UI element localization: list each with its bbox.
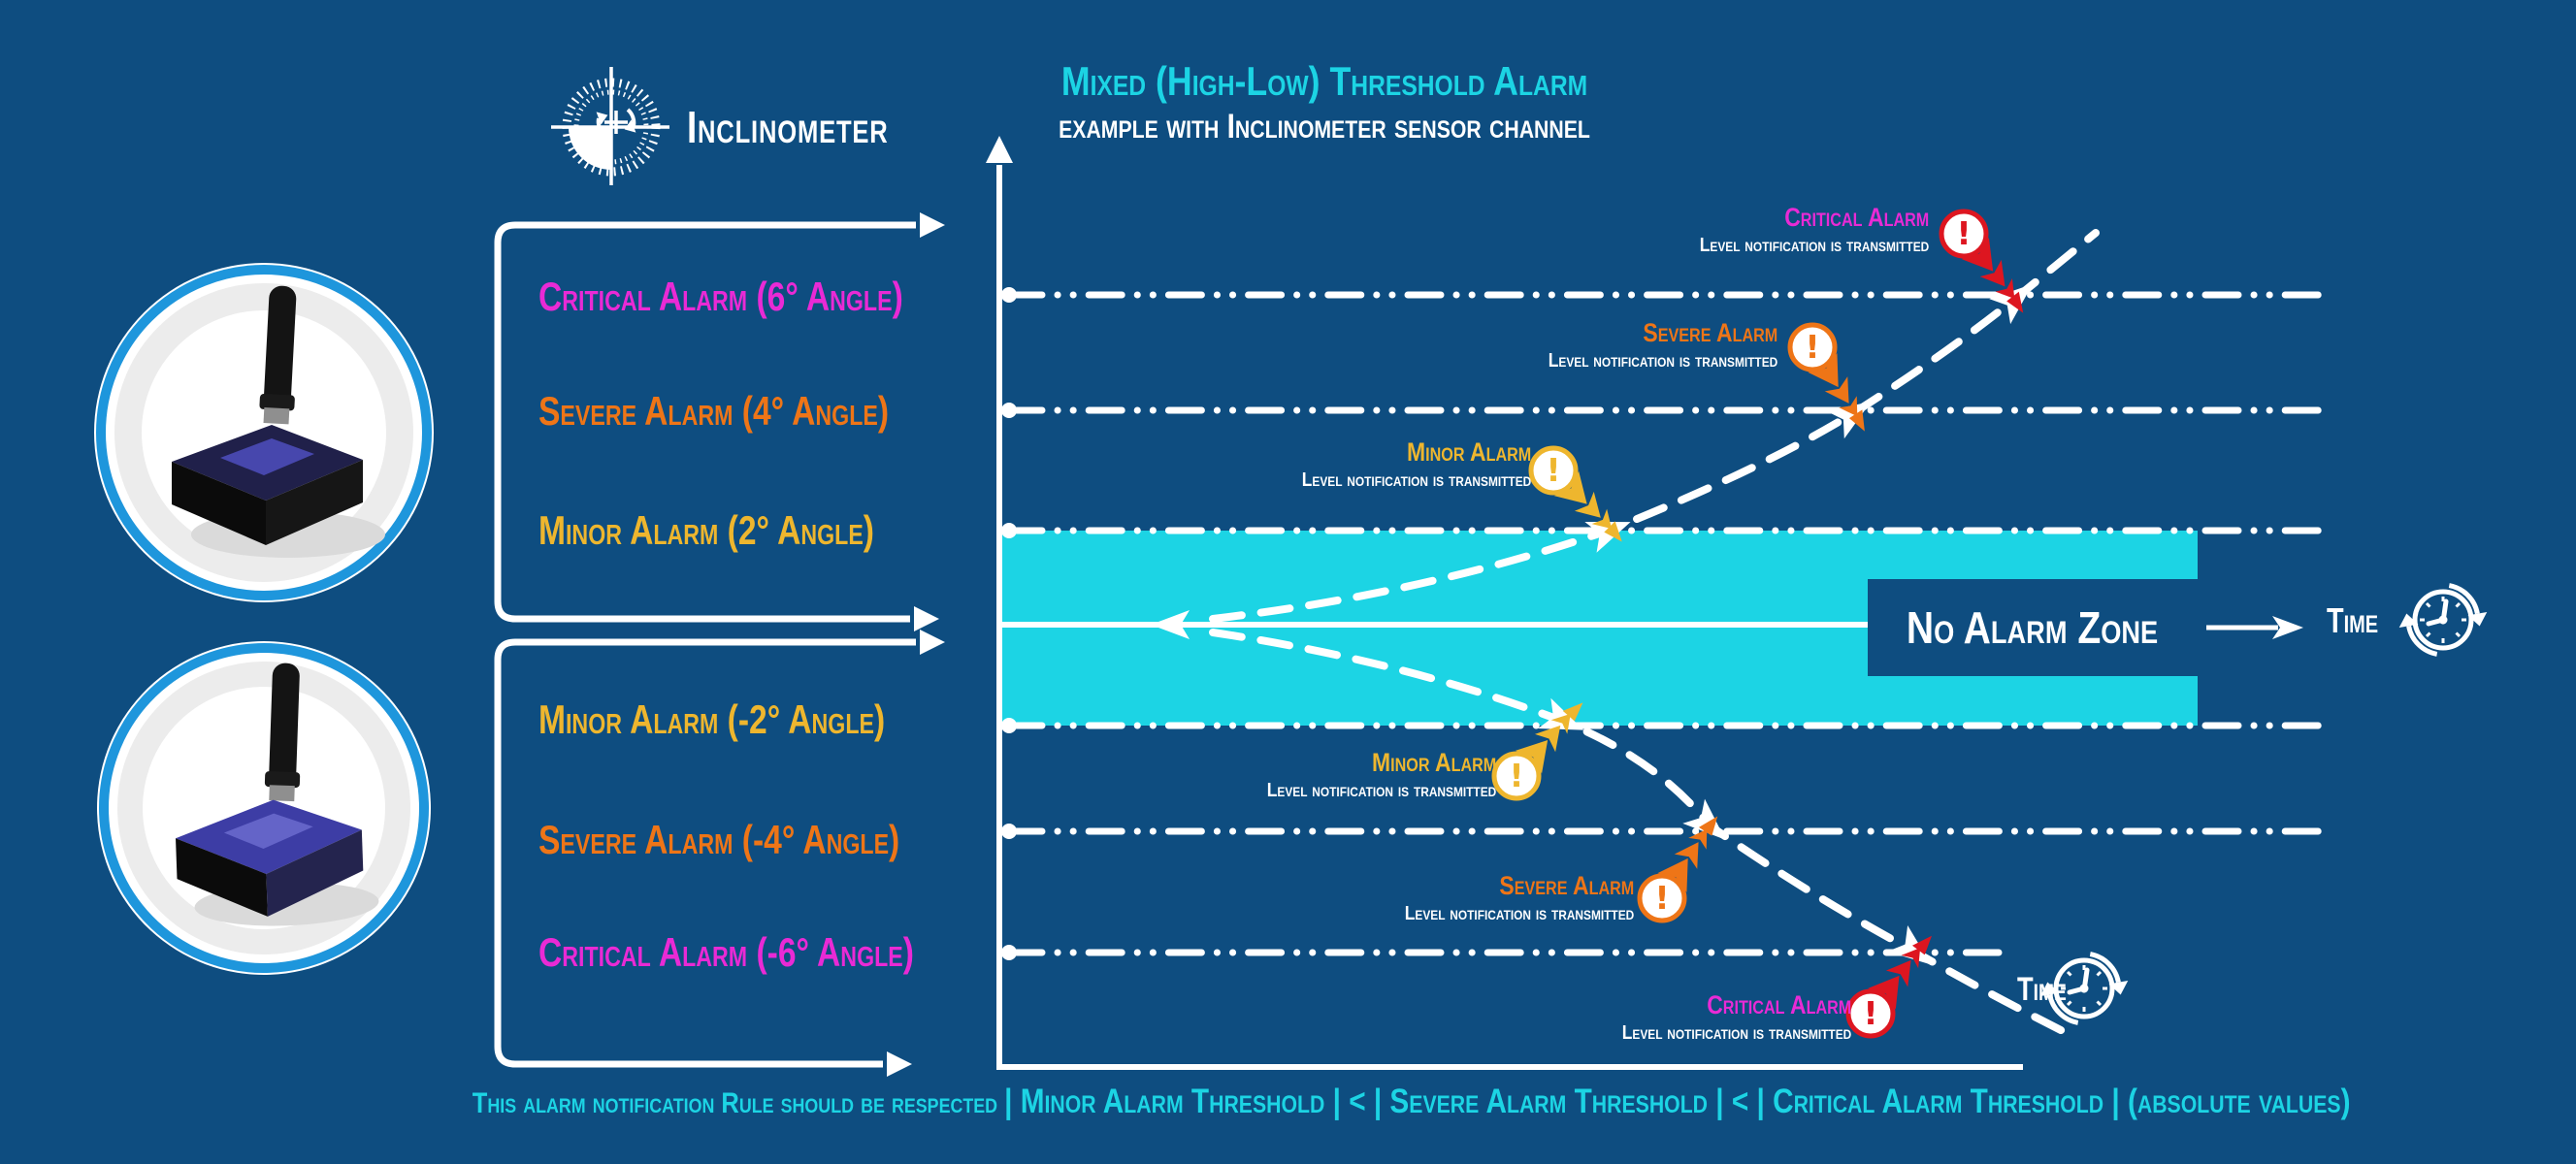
high-thresholds-bracket [494, 212, 945, 631]
notification-name: Severe Alarm [1499, 871, 1634, 900]
inclinometer-logo-icon [551, 67, 669, 185]
notification-critical-high: Critical Alarm Level notification is tra… [1659, 203, 1929, 258]
zone-to-time-arrow [2206, 616, 2303, 639]
notification-detail: Level notification is transmitted [1699, 234, 1929, 256]
low-thresholds-bracket [494, 630, 945, 1077]
diagram-title-line1: Mixed (High-Low) Threshold Alarm [1060, 58, 1588, 104]
no-alarm-zone-box [1868, 579, 2198, 676]
time-axis-label-mid: Time [2327, 600, 2379, 640]
threshold-lines [1005, 291, 2325, 956]
threshold-label-minor-low: Minor Alarm (-2° Angle) [538, 696, 886, 742]
alarm-rule-note: This alarm notification Rule should be r… [247, 1083, 2576, 1121]
threshold-label-severe-high: Severe Alarm (4° Angle) [538, 388, 890, 434]
notification-detail: Level notification is transmitted [1621, 1021, 1851, 1044]
notification-name: Critical Alarm [1783, 203, 1929, 232]
brand-title: Inclinometer [687, 102, 889, 152]
falling-signal-curve [1209, 629, 2067, 1035]
no-alarm-zone-label: No Alarm Zone [1868, 579, 2198, 676]
alert-exclamation-icon: ! [1863, 994, 1878, 1032]
alert-exclamation-icon: ! [1956, 214, 1972, 252]
notification-name: Minor Alarm [1371, 748, 1496, 777]
time-clock-icon-mid [2397, 586, 2489, 655]
notification-detail: Level notification is transmitted [1404, 902, 1634, 924]
threshold-label-severe-low: Severe Alarm (-4° Angle) [538, 817, 900, 862]
alert-exclamation-icon: ! [1546, 451, 1561, 489]
notification-severe-low: Severe Alarm Level notification is trans… [1364, 871, 1634, 926]
zero-angle-center-line [999, 610, 1871, 639]
threshold-label-critical-low: Critical Alarm (-6° Angle) [538, 929, 914, 975]
alert-exclamation-icon: ! [1509, 757, 1524, 794]
notification-minor-high: Minor Alarm Level notification is transm… [1261, 437, 1531, 493]
diagram-title-line2: example with Inclinometer sensor channel [1059, 108, 1590, 146]
alert-exclamation-icon: ! [1654, 879, 1670, 917]
threshold-label-minor-high: Minor Alarm (2° Angle) [538, 507, 874, 553]
notification-minor-low: Minor Alarm Level notification is transm… [1226, 748, 1496, 803]
threshold-line-axis-dots [1001, 287, 1017, 960]
notification-name: Minor Alarm [1406, 437, 1531, 467]
notification-detail: Level notification is transmitted [1301, 469, 1531, 491]
alarm-rule-main: | Minor Alarm Threshold | < | Severe Ala… [1004, 1083, 2351, 1120]
notification-critical-low: Critical Alarm Level notification is tra… [1581, 990, 1851, 1046]
alert-badge-circles [1491, 209, 1989, 1039]
notification-detail: Level notification is transmitted [1266, 779, 1496, 801]
diagram-title: Mixed (High-Low) Threshold Alarm example… [975, 0, 1674, 147]
notification-detail: Level notification is transmitted [1548, 349, 1777, 372]
threshold-label-critical-high: Critical Alarm (6° Angle) [538, 274, 903, 319]
notification-name: Severe Alarm [1643, 318, 1777, 347]
value-axis [986, 136, 1013, 1067]
no-alarm-zone-text: No Alarm Zone [1907, 602, 2159, 653]
alert-exclamation-icon: ! [1805, 328, 1820, 366]
alarm-rule-prefix: This alarm notification Rule should be r… [473, 1087, 1005, 1119]
sensor-device-photo-1 [94, 263, 434, 602]
sensor-device-photo-2 [96, 641, 431, 975]
notification-severe-high: Severe Alarm Level notification is trans… [1508, 318, 1777, 373]
notification-name: Critical Alarm [1706, 990, 1851, 1019]
time-axis-label-bottom: Time [2017, 971, 2067, 1008]
